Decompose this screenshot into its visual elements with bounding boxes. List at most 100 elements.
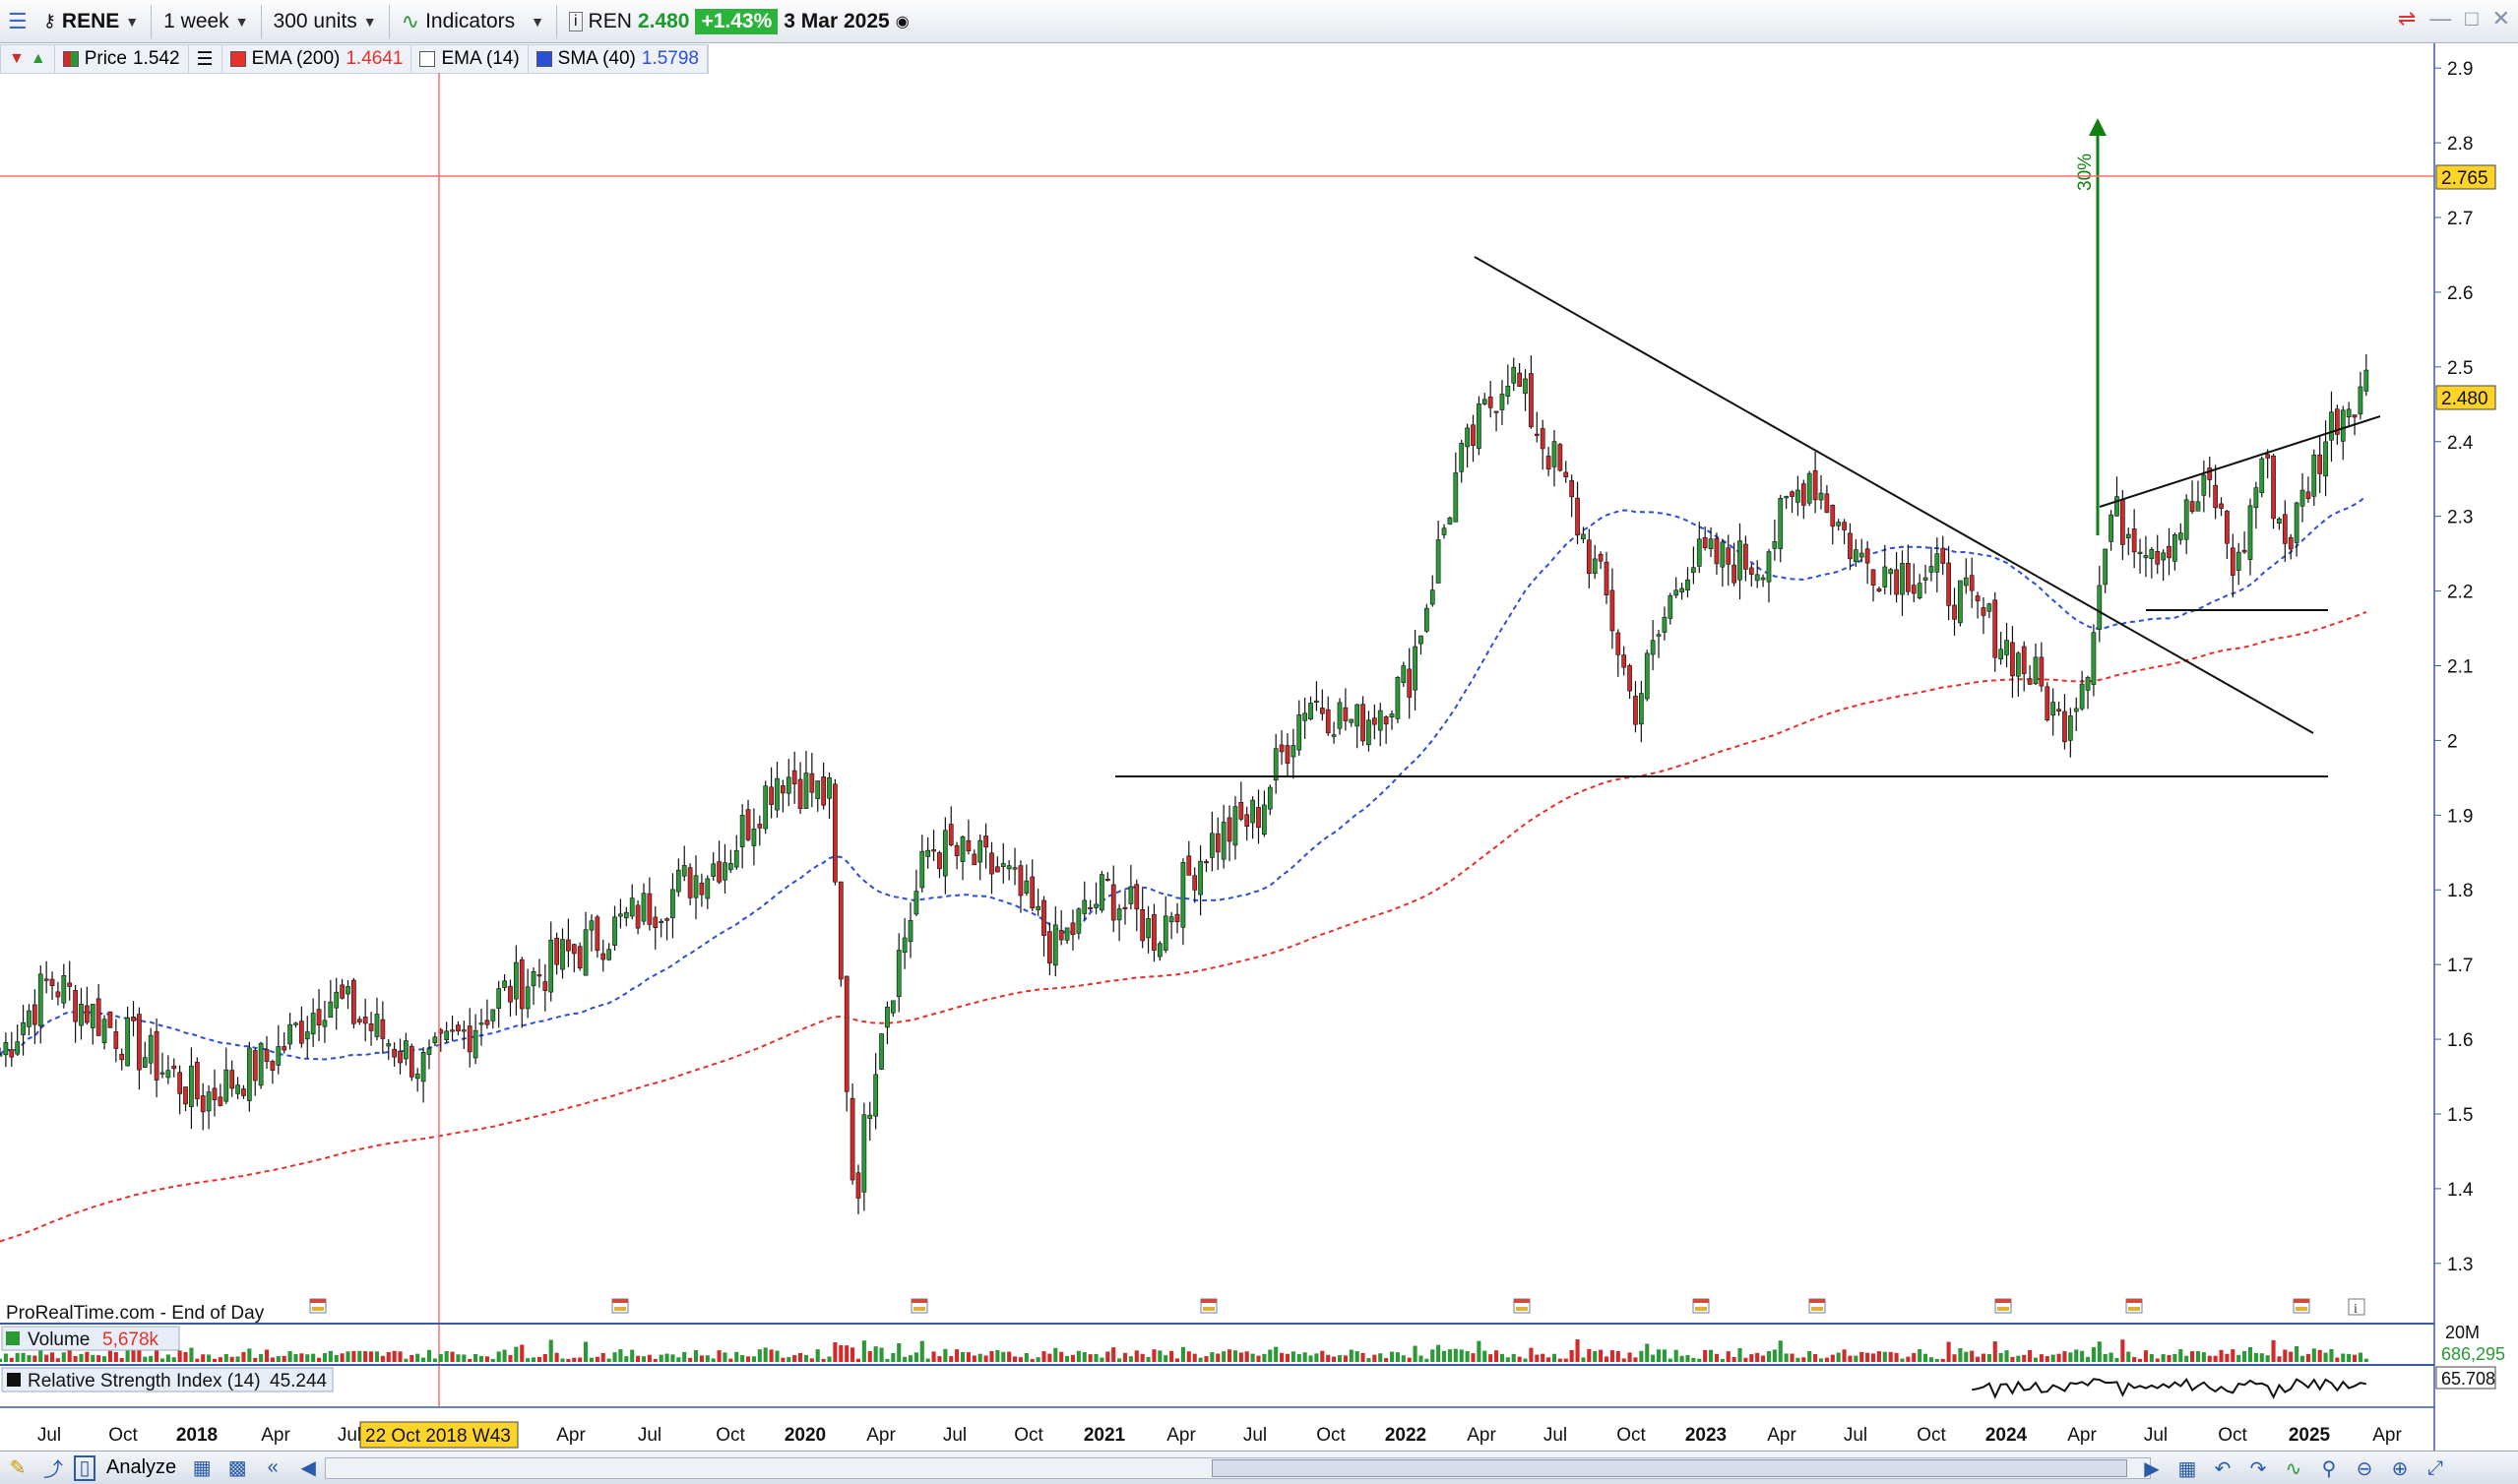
candle <box>1471 414 1476 463</box>
volume-bar <box>1529 1347 1534 1362</box>
candle <box>1505 364 1511 405</box>
candle <box>797 762 803 815</box>
phone-icon[interactable]: ▯ <box>74 1454 95 1481</box>
candle <box>177 1065 183 1115</box>
horizontal-scrollbar[interactable] <box>325 1457 2151 1479</box>
rewind-icon[interactable]: « <box>267 1456 279 1478</box>
descending-trendline[interactable] <box>1474 256 2314 734</box>
minimize-icon[interactable]: — <box>2429 6 2452 31</box>
calendar-event-icon[interactable] <box>1513 1298 1531 1314</box>
maximize-icon[interactable]: □ <box>2465 6 2479 31</box>
volume-bar <box>1065 1355 1070 1362</box>
volume-bar <box>1651 1354 1656 1362</box>
indicator-icon[interactable]: ∿ <box>2285 1457 2302 1480</box>
legend-arrows[interactable]: ▼ ▲ <box>1 44 55 74</box>
redo-icon[interactable]: ↷ <box>2249 1457 2267 1480</box>
volume-bar <box>1169 1350 1174 1362</box>
template-icon[interactable]: ▦ <box>192 1457 212 1479</box>
time-axis[interactable]: Jul Oct 2018 Apr Jul Oct Apr Jul Oct 2020 Apr Jul Oc… <box>0 43 2435 1451</box>
calendar-event-icon[interactable] <box>309 1298 327 1314</box>
zoom-out-icon[interactable]: ⊖ <box>2356 1457 2373 1480</box>
candle <box>1581 526 1586 544</box>
legend-list-button[interactable]: ☰ <box>189 44 222 74</box>
scroll-left-icon[interactable]: ◀ <box>300 1457 316 1479</box>
candle <box>1969 557 1975 608</box>
volume-bar <box>821 1358 826 1362</box>
calendar-event-icon[interactable] <box>1200 1298 1218 1314</box>
candle <box>821 762 826 810</box>
chart-settings-icon[interactable]: ▩ <box>227 1457 247 1479</box>
close-icon[interactable]: ✕ <box>2491 6 2510 31</box>
timeframe-selector[interactable]: 1 week ▼ <box>156 3 256 40</box>
legend-price[interactable]: Price 1.542 <box>55 44 189 74</box>
candle <box>699 873 705 907</box>
calendar-event-icon[interactable] <box>911 1298 928 1314</box>
volume-bar <box>241 1351 246 1362</box>
candle <box>1604 551 1609 604</box>
calendar-event-icon[interactable] <box>1808 1298 1826 1314</box>
candle <box>1592 544 1598 580</box>
analyze-button[interactable]: Analyze <box>98 1450 184 1484</box>
app-menu-button[interactable]: ☰ <box>0 3 35 40</box>
rsi-panel[interactable]: Relative Strength Index (14) 45.244 65.7… <box>0 1364 2496 1399</box>
event-icons[interactable]: i <box>309 1298 2365 1317</box>
info-icon[interactable]: i <box>568 11 583 31</box>
calendar-event-icon[interactable] <box>611 1298 629 1314</box>
volume-bar <box>404 1358 409 1362</box>
volume-bar <box>2103 1353 2108 1362</box>
legend-ema200[interactable]: EMA (200) 1.4641 <box>222 44 412 74</box>
calendar-event-icon[interactable] <box>2293 1298 2310 1314</box>
calendar-event-icon[interactable] <box>1994 1298 2012 1314</box>
candle <box>925 836 931 869</box>
indicators-dropdown[interactable]: ▼ <box>523 3 552 40</box>
fullscreen-icon[interactable]: ⤢ <box>2427 1456 2443 1479</box>
legend-ema14[interactable]: EMA (14) <box>411 44 529 74</box>
price-chart[interactable]: 30% 2.9 2.8 2.7 2.6 2.5 2.4 2.3 2.2 2.1 2 1.9 1.8 1.… <box>0 43 2518 1451</box>
calendar-event-icon[interactable] <box>1692 1298 1710 1314</box>
share-icon[interactable]: ⤴ <box>43 1459 63 1481</box>
auto-zoom-icon[interactable]: ⚲ <box>2321 1457 2337 1480</box>
candle <box>1349 718 1354 727</box>
volume-panel[interactable]: Volume 5,678k 20M 686,295 <box>0 1323 2505 1364</box>
radio-icon[interactable]: ◉ <box>895 13 910 31</box>
candle <box>1975 591 1981 619</box>
scrollbar-thumb[interactable] <box>1212 1459 2127 1477</box>
legend-sma40[interactable]: SMA (40) 1.5798 <box>529 44 708 74</box>
candle <box>2253 481 2259 529</box>
volume-bar <box>1511 1353 1516 1362</box>
rsi-line <box>1972 1378 2366 1399</box>
price-axis[interactable]: 2.9 2.8 2.7 2.6 2.5 2.4 2.3 2.2 2.1 2 1.9 1.8 1.7 1.6… <box>2434 59 2474 1275</box>
volume-bar <box>1290 1351 1295 1362</box>
candle <box>2241 531 2247 554</box>
candle <box>1894 551 1899 603</box>
instrument-selector[interactable]: ⚷ RENE ▼ <box>35 3 147 40</box>
arrow-down-icon[interactable]: ▼ <box>9 50 25 67</box>
pencil-icon[interactable]: ✎ <box>9 1457 27 1479</box>
scroll-right-icon[interactable]: ▶ <box>2144 1457 2160 1480</box>
list-icon: ☰ <box>196 48 214 70</box>
indicators-button[interactable]: ∿ Indicators <box>394 3 523 40</box>
candle <box>781 779 786 813</box>
info-icon[interactable]: i <box>2348 1298 2365 1317</box>
candle <box>142 1041 148 1068</box>
sync-icon[interactable]: ⇌ <box>2397 6 2417 31</box>
calendar-icon[interactable]: ▦ <box>2177 1457 2197 1480</box>
candle <box>1383 715 1389 744</box>
zoom-in-icon[interactable]: ⊕ <box>2391 1457 2409 1480</box>
volume-bar <box>977 1353 982 1362</box>
arrow-up-icon[interactable]: ▲ <box>30 50 46 67</box>
volume-bar <box>299 1353 304 1362</box>
rising-trendline[interactable] <box>2099 415 2381 508</box>
volume-bar <box>1946 1341 1951 1362</box>
candle <box>1296 700 1302 757</box>
undo-icon[interactable]: ↶ <box>2214 1457 2232 1480</box>
candle <box>1273 733 1279 794</box>
indicators-label: Indicators <box>425 9 516 32</box>
trendlines[interactable]: 30% <box>1115 118 2381 777</box>
volume-bar <box>1818 1358 1824 1362</box>
volume-bar <box>1599 1349 1604 1362</box>
candle <box>717 840 722 885</box>
candle <box>913 869 919 916</box>
units-selector[interactable]: 300 units ▼ <box>266 3 385 40</box>
calendar-event-icon[interactable] <box>2125 1298 2143 1314</box>
